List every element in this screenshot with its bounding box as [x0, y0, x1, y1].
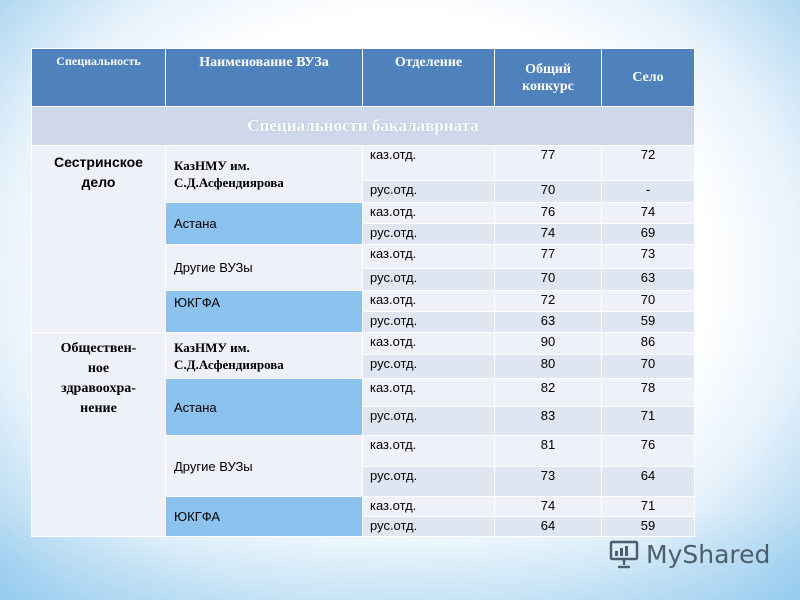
department-cell: рус.отд. [362, 180, 495, 203]
general-score-cell: 70 [494, 180, 602, 203]
village-score-cell: 59 [601, 516, 695, 537]
general-score-cell: 63 [494, 311, 602, 333]
table-row: рус.отд. 80 70 [32, 354, 695, 379]
department-cell: каз.отд. [362, 378, 495, 407]
university-cell: Другие ВУЗы [165, 244, 363, 291]
village-score-cell: 76 [601, 435, 695, 467]
village-score-cell: 70 [601, 290, 695, 312]
village-score-cell: 59 [601, 311, 695, 333]
brand-text: MyShared [646, 539, 771, 569]
table-row: рус.отд. 83 71 [32, 406, 695, 436]
table-row: рус.отд. 63 59 [32, 311, 695, 333]
specialty-name-line: здравоохра- [61, 381, 136, 396]
university-name-line: С.Д.Асфендиярова [174, 356, 284, 372]
general-score-cell: 74 [494, 496, 602, 517]
department-cell: рус.отд. [362, 223, 495, 245]
section-band-row: Специальности бакалаврната [31, 106, 695, 146]
table-row: рус.отд. 64 59 [32, 516, 695, 537]
department-cell: рус.отд. [362, 516, 495, 537]
header-village: Село [601, 48, 695, 107]
department-cell: рус.отд. [362, 311, 495, 333]
department-cell: каз.отд. [362, 332, 495, 355]
village-score-cell: 71 [601, 496, 695, 517]
general-score-cell: 76 [494, 202, 602, 224]
specialty-name-line: Обществен- [60, 341, 137, 356]
village-score-cell: 74 [601, 202, 695, 224]
header-department: Отделение [362, 48, 495, 107]
table-row: рус.отд. 73 64 [32, 466, 695, 497]
general-score-cell: 90 [494, 332, 602, 355]
presentation-icon [609, 540, 639, 569]
general-score-cell: 70 [494, 268, 602, 291]
general-score-cell: 80 [494, 354, 602, 379]
department-cell: рус.отд. [362, 354, 495, 379]
university-name-line: КазНМУ им. [174, 158, 250, 173]
village-score-cell: 64 [601, 466, 695, 497]
university-cell: ЮКГФА [165, 496, 363, 537]
specialty-name-line: дело [81, 174, 116, 190]
table-row: ЮКГФА каз.отд. 72 70 [32, 290, 695, 333]
department-cell: каз.отд. [362, 435, 495, 467]
table-header-row: Специальность Наименование ВУЗа Отделени… [31, 48, 695, 107]
general-score-cell: 74 [494, 223, 602, 245]
header-university: Наименование ВУЗа [165, 48, 363, 107]
admission-scores-table: Специальность Наименование ВУЗа Отделени… [31, 48, 695, 537]
village-score-cell: - [601, 180, 695, 203]
specialty-cell: Обществен-ное здравоохра-нение [31, 332, 166, 537]
department-cell: каз.отд. [362, 496, 495, 517]
table-row: Обществен-ное здравоохра-нение КазНМУ им.… [31, 332, 695, 537]
table-row: Другие ВУЗы каз.отд. 77 73 [32, 244, 695, 291]
table-row: рус.отд. 70 - [32, 180, 695, 203]
table-row: Другие ВУЗы каз.отд. 81 76 [32, 435, 695, 497]
village-score-cell: 71 [601, 406, 695, 436]
myshared-logo: MyShared [608, 536, 770, 572]
specialty-name-line: нение [80, 401, 117, 416]
department-cell: рус.отд. [362, 406, 495, 436]
general-score-cell: 81 [494, 435, 602, 467]
village-score-cell: 69 [601, 223, 695, 245]
specialty-cell: Сестринское дело [31, 145, 166, 333]
table-row: ЮКГФА каз.отд. 74 71 [32, 496, 695, 537]
village-score-cell: 70 [601, 354, 695, 379]
table-row: Астана каз.отд. 82 78 [32, 378, 695, 436]
university-cell: КазНМУ им. С.Д.Асфендиярова [165, 332, 363, 379]
general-score-cell: 72 [494, 290, 602, 312]
header-specialty: Специальность [31, 48, 166, 107]
department-cell: рус.отд. [362, 268, 495, 291]
general-score-cell: 83 [494, 406, 602, 436]
header-general-line1: Общий [525, 61, 571, 77]
university-cell: КазНМУ им. С.Д.Асфендиярова [165, 145, 363, 203]
university-cell: ЮКГФА [165, 290, 363, 333]
village-score-cell: 72 [601, 145, 695, 181]
table-row: Сестринское дело КазНМУ им. С.Д.Асфендияро… [31, 145, 695, 333]
specialty-name-line: ное [87, 361, 110, 376]
department-cell: каз.отд. [362, 290, 495, 312]
university-name-line: КазНМУ им. [174, 339, 250, 355]
department-cell: каз.отд. [362, 202, 495, 224]
university-cell: Другие ВУЗы [165, 435, 363, 497]
village-score-cell: 86 [601, 332, 695, 355]
table-row: рус.отд. 74 69 [32, 223, 695, 245]
general-score-cell: 64 [494, 516, 602, 537]
general-score-cell: 82 [494, 378, 602, 407]
header-general-line2: конкурс [522, 78, 574, 94]
general-score-cell: 73 [494, 466, 602, 497]
general-score-cell: 77 [494, 145, 602, 181]
university-name-line: С.Д.Асфендиярова [174, 175, 284, 190]
table-row: рус.отд. 70 63 [32, 268, 695, 291]
village-score-cell: 73 [601, 244, 695, 269]
university-cell: Астана [165, 378, 363, 436]
department-cell: каз.отд. [362, 244, 495, 269]
department-cell: каз.отд. [362, 145, 495, 181]
department-cell: рус.отд. [362, 466, 495, 497]
specialty-name-line: Сестринское [54, 154, 143, 170]
village-score-cell: 63 [601, 268, 695, 291]
general-score-cell: 77 [494, 244, 602, 269]
village-score-cell: 78 [601, 378, 695, 407]
section-band-title: Специальности бакалаврната [31, 106, 695, 146]
university-cell: Астана [165, 202, 363, 245]
header-general-competition: Общий конкурс [494, 48, 602, 107]
